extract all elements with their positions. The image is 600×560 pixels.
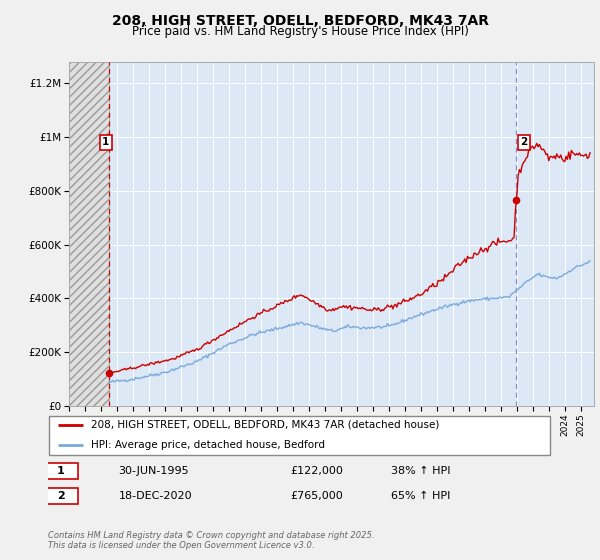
Text: 208, HIGH STREET, ODELL, BEDFORD, MK43 7AR: 208, HIGH STREET, ODELL, BEDFORD, MK43 7… [112, 14, 488, 28]
Text: 65% ↑ HPI: 65% ↑ HPI [391, 492, 450, 501]
Text: £765,000: £765,000 [290, 492, 343, 501]
Text: 18-DEC-2020: 18-DEC-2020 [119, 492, 192, 501]
Text: 2: 2 [520, 137, 528, 147]
FancyBboxPatch shape [43, 488, 78, 505]
Text: Contains HM Land Registry data © Crown copyright and database right 2025.
This d: Contains HM Land Registry data © Crown c… [48, 531, 374, 550]
Text: £122,000: £122,000 [290, 466, 343, 476]
FancyBboxPatch shape [49, 416, 550, 455]
FancyBboxPatch shape [43, 463, 78, 479]
Text: Price paid vs. HM Land Registry's House Price Index (HPI): Price paid vs. HM Land Registry's House … [131, 25, 469, 38]
Text: 208, HIGH STREET, ODELL, BEDFORD, MK43 7AR (detached house): 208, HIGH STREET, ODELL, BEDFORD, MK43 7… [91, 420, 439, 430]
Text: 2: 2 [57, 492, 64, 501]
Text: HPI: Average price, detached house, Bedford: HPI: Average price, detached house, Bedf… [91, 440, 325, 450]
Text: 1: 1 [57, 466, 64, 476]
Text: 1: 1 [102, 137, 109, 147]
Text: 38% ↑ HPI: 38% ↑ HPI [391, 466, 450, 476]
Text: 30-JUN-1995: 30-JUN-1995 [119, 466, 189, 476]
